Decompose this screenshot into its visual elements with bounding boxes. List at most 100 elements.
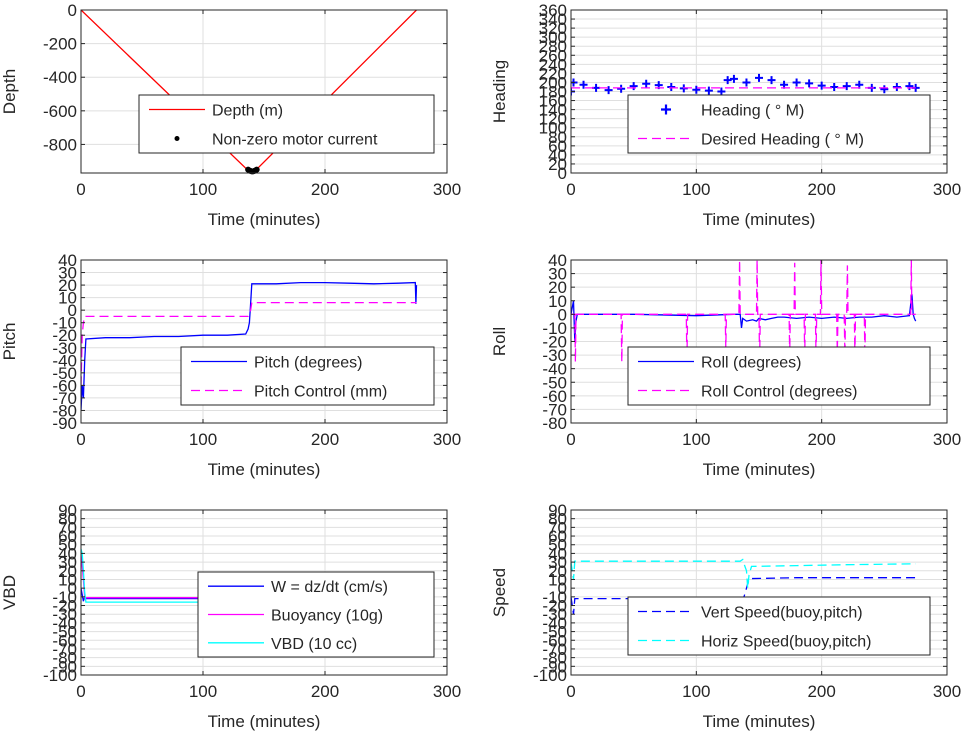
x-tick-label: 100 (682, 180, 710, 199)
y-tick-label: 30 (548, 553, 567, 572)
data-point (729, 74, 738, 83)
y-tick-label: 140 (539, 101, 567, 120)
y-tick-label: 10 (548, 292, 567, 311)
y-axis-label: Heading (490, 60, 509, 123)
x-tick-label: 0 (76, 430, 85, 449)
x-tick-label: 0 (566, 682, 575, 701)
legend-entry: VBD (10 cc) (271, 636, 357, 653)
x-tick-label: 0 (76, 682, 85, 701)
y-tick-label: 40 (548, 251, 567, 270)
y-tick-label: -200 (43, 35, 77, 54)
y-tick-label: 60 (548, 137, 567, 156)
y-tick-label: 60 (548, 527, 567, 546)
y-tick-label: 20 (548, 155, 567, 174)
y-tick-label: -80 (52, 649, 77, 668)
data-point (253, 166, 260, 173)
axes-box (80, 9, 448, 174)
y-tick-label: -80 (542, 649, 567, 668)
x-axis-label: Time (minutes) (208, 460, 321, 479)
legend-box (627, 596, 931, 656)
x-tick-label: 100 (189, 682, 217, 701)
y-tick-label: -30 (52, 605, 77, 624)
y-tick-label: -60 (52, 376, 77, 395)
y-tick-label: 0 (68, 1, 77, 20)
y-tick-label: -50 (542, 623, 567, 642)
y-tick-label: 260 (539, 46, 567, 65)
x-axis-label: Time (minutes) (703, 210, 816, 229)
y-tick-label: 240 (539, 55, 567, 74)
series-line (571, 558, 916, 589)
y-tick-label: 30 (58, 264, 77, 283)
y-tick-label: 20 (58, 562, 77, 581)
legend: Roll (degrees) Roll Control (degrees) (627, 346, 931, 406)
legend-entry: Non-zero motor current (212, 132, 378, 149)
x-tick-label: 100 (682, 682, 710, 701)
y-tick-label: -60 (542, 387, 567, 406)
legend-marker (661, 104, 671, 115)
y-tick-label: 80 (548, 510, 567, 529)
legend-entry: Pitch Control (mm) (254, 384, 387, 401)
y-axis-label: Roll (490, 327, 509, 356)
data-point (830, 82, 839, 91)
y-tick-label: -30 (542, 605, 567, 624)
y-axis-label: VBD (0, 575, 19, 610)
legend-entry: Depth (m) (212, 103, 283, 120)
y-tick-label: -20 (542, 333, 567, 352)
y-tick-label: -20 (52, 597, 77, 616)
x-tick-label: 200 (311, 430, 339, 449)
y-tick-label: -90 (52, 657, 77, 676)
data-point (755, 73, 763, 82)
series-group (81, 281, 418, 411)
y-tick-label: -20 (52, 326, 77, 345)
legend-entry: Roll Control (degrees) (701, 384, 858, 401)
x-tick-label: 300 (433, 430, 461, 449)
x-tick-label: 200 (311, 682, 339, 701)
legend-entry: Horiz Speed(buoy,pitch) (701, 634, 871, 651)
y-tick-label: 220 (539, 64, 567, 83)
legend-box (627, 346, 931, 406)
data-point (642, 79, 651, 88)
y-tick-label: 60 (58, 527, 77, 546)
data-point (717, 87, 726, 96)
data-point (842, 82, 851, 91)
y-tick-label: 50 (548, 536, 567, 555)
y-tick-label: 40 (58, 251, 77, 270)
legend-entry: Roll (degrees) (701, 355, 801, 372)
x-tick-label: 300 (933, 430, 961, 449)
y-tick-label: 10 (58, 570, 77, 589)
x-axis-label: Time (minutes) (208, 210, 321, 229)
x-tick-label: 0 (76, 180, 85, 199)
y-tick-label: -60 (542, 631, 567, 650)
y-tick-label: -600 (43, 102, 77, 121)
y-tick-label: -80 (542, 414, 567, 433)
legend-box (180, 346, 435, 406)
x-tick-label: 100 (189, 430, 217, 449)
x-tick-label: 300 (933, 180, 961, 199)
y-tick-label: 40 (548, 146, 567, 165)
y-tick-label: 80 (58, 510, 77, 529)
series-line (571, 259, 916, 362)
legend-marker (174, 136, 180, 141)
x-tick-label: 200 (807, 682, 835, 701)
y-tick-label: -40 (52, 351, 77, 370)
x-tick-label: 300 (933, 682, 961, 701)
y-tick-label: 0 (558, 305, 567, 324)
x-tick-label: 300 (433, 180, 461, 199)
data-point (604, 86, 613, 95)
x-tick-label: 100 (189, 180, 217, 199)
series-line (81, 281, 418, 411)
data-point (723, 76, 732, 85)
y-tick-label: 360 (539, 1, 567, 20)
y-tick-label: -50 (52, 623, 77, 642)
x-tick-label: 100 (682, 430, 710, 449)
y-tick-label: -10 (542, 319, 567, 338)
y-tick-label: 90 (548, 501, 567, 520)
y-tick-label: -10 (542, 588, 567, 607)
data-point (792, 78, 801, 87)
axes-box (80, 509, 448, 676)
legend-box (138, 94, 435, 154)
y-tick-label: 70 (548, 518, 567, 537)
y-tick-label: 100 (539, 119, 567, 138)
axes-box (80, 259, 448, 424)
